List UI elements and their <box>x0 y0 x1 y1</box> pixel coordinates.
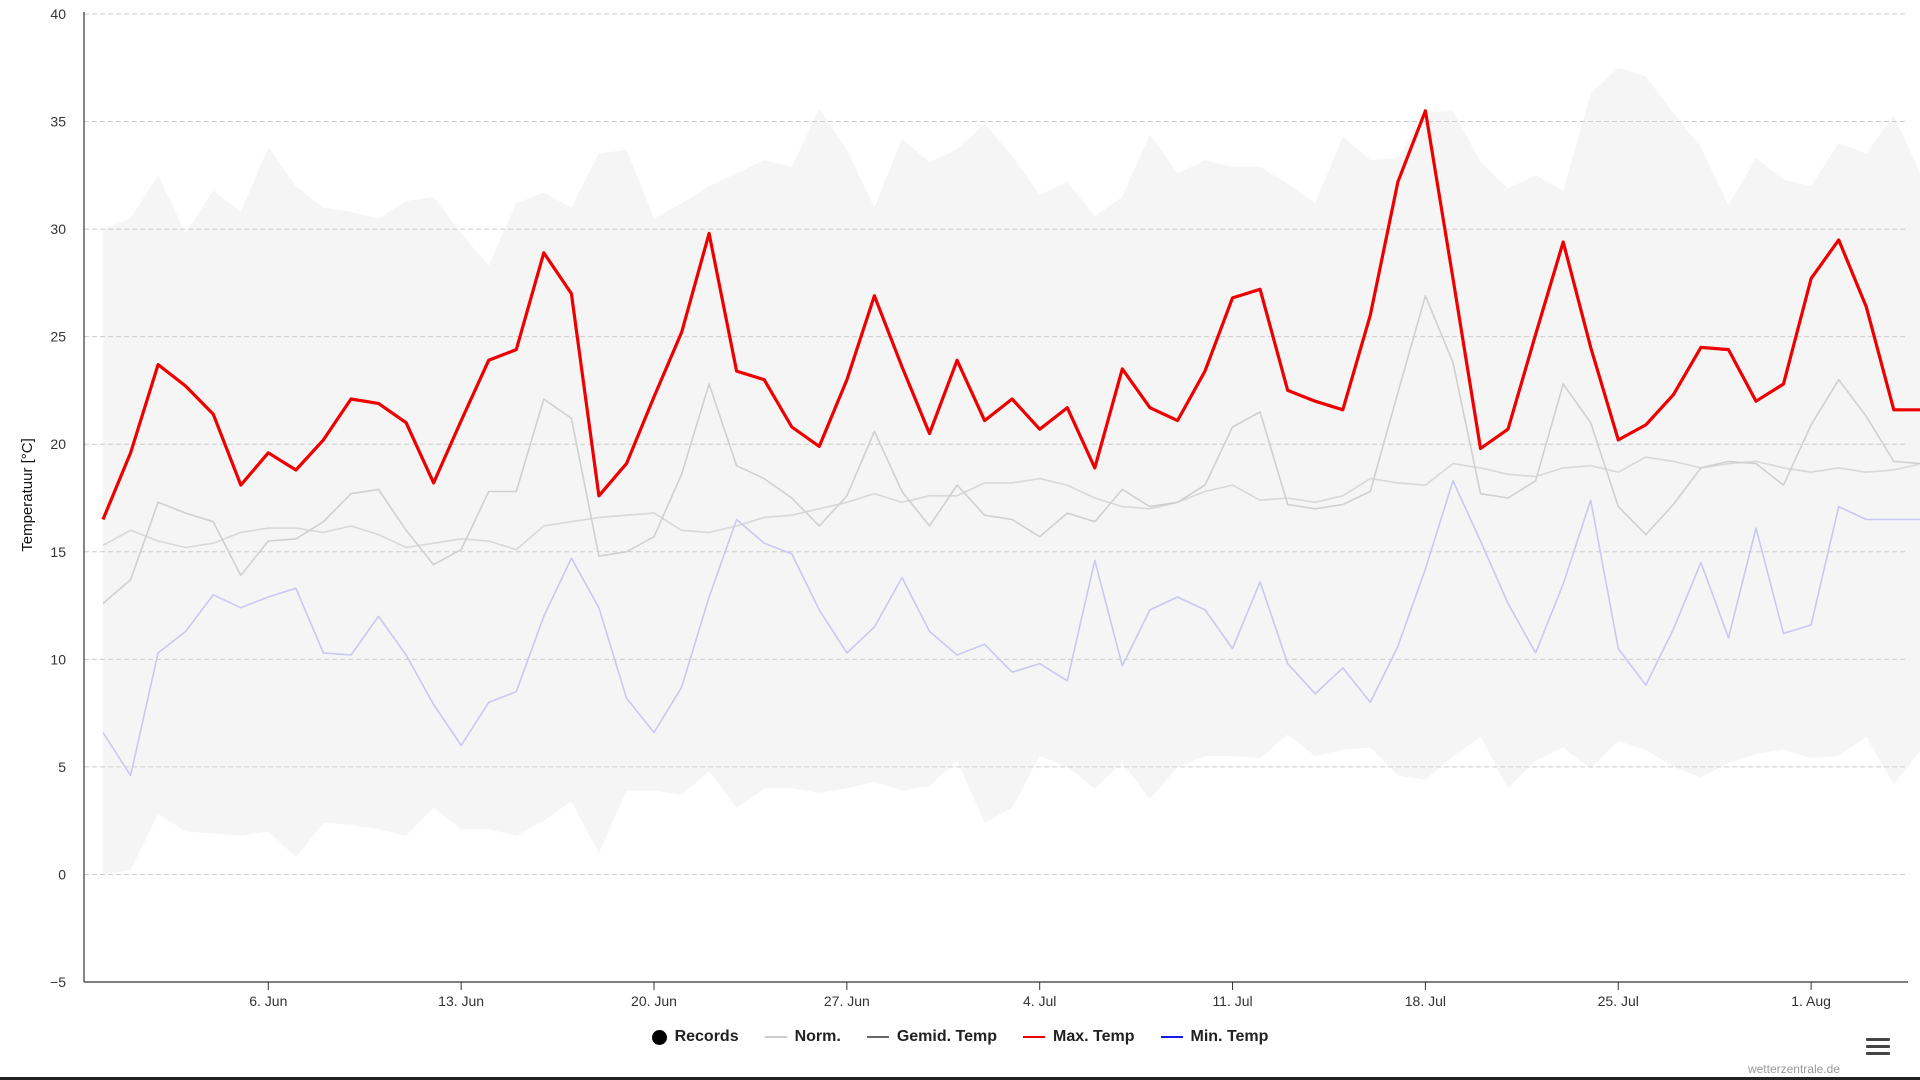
legend-dot-icon <box>651 1029 667 1045</box>
y-tick-label: 15 <box>50 544 66 560</box>
y-tick-label: 20 <box>50 436 66 452</box>
x-tick-label: 27. Jun <box>824 993 870 1009</box>
legend-label: Gemid. Temp <box>896 1028 997 1045</box>
y-tick-label: 10 <box>50 651 66 667</box>
legend-line-icon <box>866 1036 889 1038</box>
series-lines <box>101 109 1920 777</box>
y-tick-label: 0 <box>58 866 66 882</box>
x-tick-label: 1. Aug <box>1791 993 1831 1009</box>
credits-text[interactable]: wetterzentrale.de <box>1747 1062 1840 1076</box>
hamburger-menu-icon[interactable] <box>1866 1038 1890 1058</box>
legend-label: Min. Temp <box>1190 1028 1269 1045</box>
legend-item-records[interactable]: Records <box>651 1028 739 1046</box>
legend-label: Records <box>674 1028 739 1045</box>
norm-line <box>102 456 1920 551</box>
y-tick-label: −5 <box>50 974 66 990</box>
y-axis-title: Temperatuur [°C] <box>19 438 36 552</box>
x-tick-label: 25. Jul <box>1598 993 1639 1009</box>
records-band <box>103 67 1920 875</box>
legend-line-icon <box>764 1036 787 1038</box>
grid-lines <box>84 13 1908 875</box>
records-range-area <box>103 67 1920 875</box>
x-tick-label: 18. Jul <box>1405 993 1446 1009</box>
min-temp-line <box>102 479 1920 777</box>
legend-item-min-temp[interactable]: Min. Temp <box>1160 1028 1269 1046</box>
legend-label: Max. Temp <box>1053 1028 1135 1045</box>
y-tick-label: 30 <box>50 221 66 237</box>
legend-label: Norm. <box>794 1028 841 1045</box>
legend-item-norm[interactable]: Norm. <box>764 1028 841 1046</box>
legend-line-icon <box>1160 1036 1183 1038</box>
legend: Records Norm. Gemid. Temp Max. Temp Min. Tem… <box>0 1028 1920 1046</box>
bottom-border <box>0 1077 1920 1080</box>
x-tick-label: 4. Jul <box>1023 993 1056 1009</box>
x-tick-label: 13. Jun <box>438 993 484 1009</box>
x-tick-label: 6. Jun <box>249 993 287 1009</box>
axes <box>83 12 1908 983</box>
y-tick-label: 35 <box>50 114 66 130</box>
max-temp-line <box>101 109 1920 521</box>
x-tick-label: 11. Jul <box>1212 993 1252 1009</box>
legend-item-gemid-temp[interactable]: Gemid. Temp <box>866 1028 997 1046</box>
y-tick-label: 40 <box>50 6 66 22</box>
y-tick-label: 25 <box>50 329 66 345</box>
y-tick-label: 5 <box>58 759 66 775</box>
gemid-temp-line <box>102 294 1920 605</box>
x-tick-label: 20. Jun <box>631 993 677 1009</box>
x-axis-tick-labels: 6. Jun 13. Jun 20. Jun 27. Jun 4. Jul 11. Jul… <box>249 982 1831 1009</box>
y-axis-tick-labels: −5 0 5 10 15 20 25 30 35 40 <box>50 6 66 990</box>
legend-item-max-temp[interactable]: Max. Temp <box>1023 1028 1135 1046</box>
legend-line-icon <box>1023 1036 1045 1038</box>
